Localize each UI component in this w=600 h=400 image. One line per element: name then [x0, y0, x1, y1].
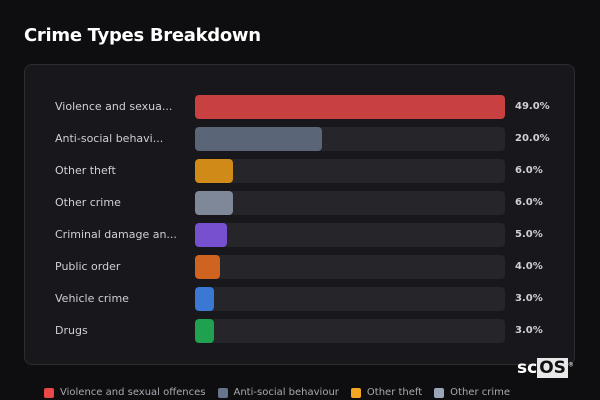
category-label: Other theft — [55, 164, 116, 177]
bar-row: Anti-social behavi... 20.0% — [25, 127, 574, 151]
bar-row: Public order 4.0% — [25, 255, 574, 279]
value-label: 5.0% — [515, 229, 543, 240]
bar[interactable] — [195, 159, 233, 183]
category-label: Other crime — [55, 196, 121, 209]
value-label: 3.0% — [515, 325, 543, 336]
category-label: Drugs — [55, 324, 88, 337]
legend-label: Anti-social behaviour — [233, 387, 339, 398]
legend-label: Violence and sexual offences — [60, 387, 206, 398]
legend-swatch — [44, 387, 54, 398]
bar-row: Drugs 3.0% — [25, 319, 574, 343]
value-label: 20.0% — [515, 133, 550, 144]
chart-title: Crime Types Breakdown — [24, 25, 261, 46]
value-label: 4.0% — [515, 261, 543, 272]
bar-track — [195, 287, 505, 311]
legend-swatch — [434, 387, 445, 398]
scos-logo: sc OS ® — [517, 358, 574, 378]
chart-panel: Violence and sexua... 49.0% Anti-social b… — [24, 64, 575, 365]
bar[interactable] — [195, 223, 227, 247]
bar[interactable] — [195, 255, 221, 279]
value-label: 6.0% — [515, 165, 543, 176]
category-label: Anti-social behavi... — [55, 132, 164, 145]
category-label: Violence and sexua... — [55, 100, 173, 113]
legend-item[interactable]: Violence and sexual offences — [44, 387, 206, 398]
value-label: 49.0% — [515, 101, 550, 112]
bar-row: Vehicle crime 3.0% — [25, 287, 574, 311]
legend-item[interactable]: Other theft — [350, 387, 423, 398]
category-label: Criminal damage an... — [55, 228, 177, 241]
bar[interactable] — [195, 287, 214, 311]
legend-swatch — [217, 387, 228, 398]
legend-item[interactable]: Other crime — [434, 387, 510, 398]
bar-track — [195, 191, 505, 215]
legend: Violence and sexual offences Anti-social … — [44, 387, 510, 398]
bar-track — [195, 223, 505, 247]
bar[interactable] — [195, 319, 214, 343]
legend-label: Other theft — [366, 387, 423, 398]
bar-row: Criminal damage an... 5.0% — [25, 223, 574, 247]
bar-track — [195, 255, 505, 279]
legend-label: Other crime — [450, 387, 511, 398]
value-label: 3.0% — [515, 293, 543, 304]
bar-track — [195, 159, 505, 183]
bar-track — [195, 127, 505, 151]
bar-row: Violence and sexua... 49.0% — [25, 95, 574, 119]
bar-track — [195, 319, 505, 343]
legend-swatch — [350, 387, 361, 398]
bar[interactable] — [195, 127, 322, 151]
bar-row: Other crime 6.0% — [25, 191, 574, 215]
category-label: Vehicle crime — [55, 292, 129, 305]
bar[interactable] — [195, 95, 505, 119]
logo-text: sc — [517, 358, 538, 378]
logo-box: OS — [537, 358, 568, 378]
category-label: Public order — [55, 260, 121, 273]
value-label: 6.0% — [515, 197, 543, 208]
bar[interactable] — [195, 191, 233, 215]
bar-row: Other theft 6.0% — [25, 159, 574, 183]
logo-mark: ® — [567, 361, 574, 369]
bar-track — [195, 95, 505, 119]
legend-item[interactable]: Anti-social behaviour — [217, 387, 339, 398]
